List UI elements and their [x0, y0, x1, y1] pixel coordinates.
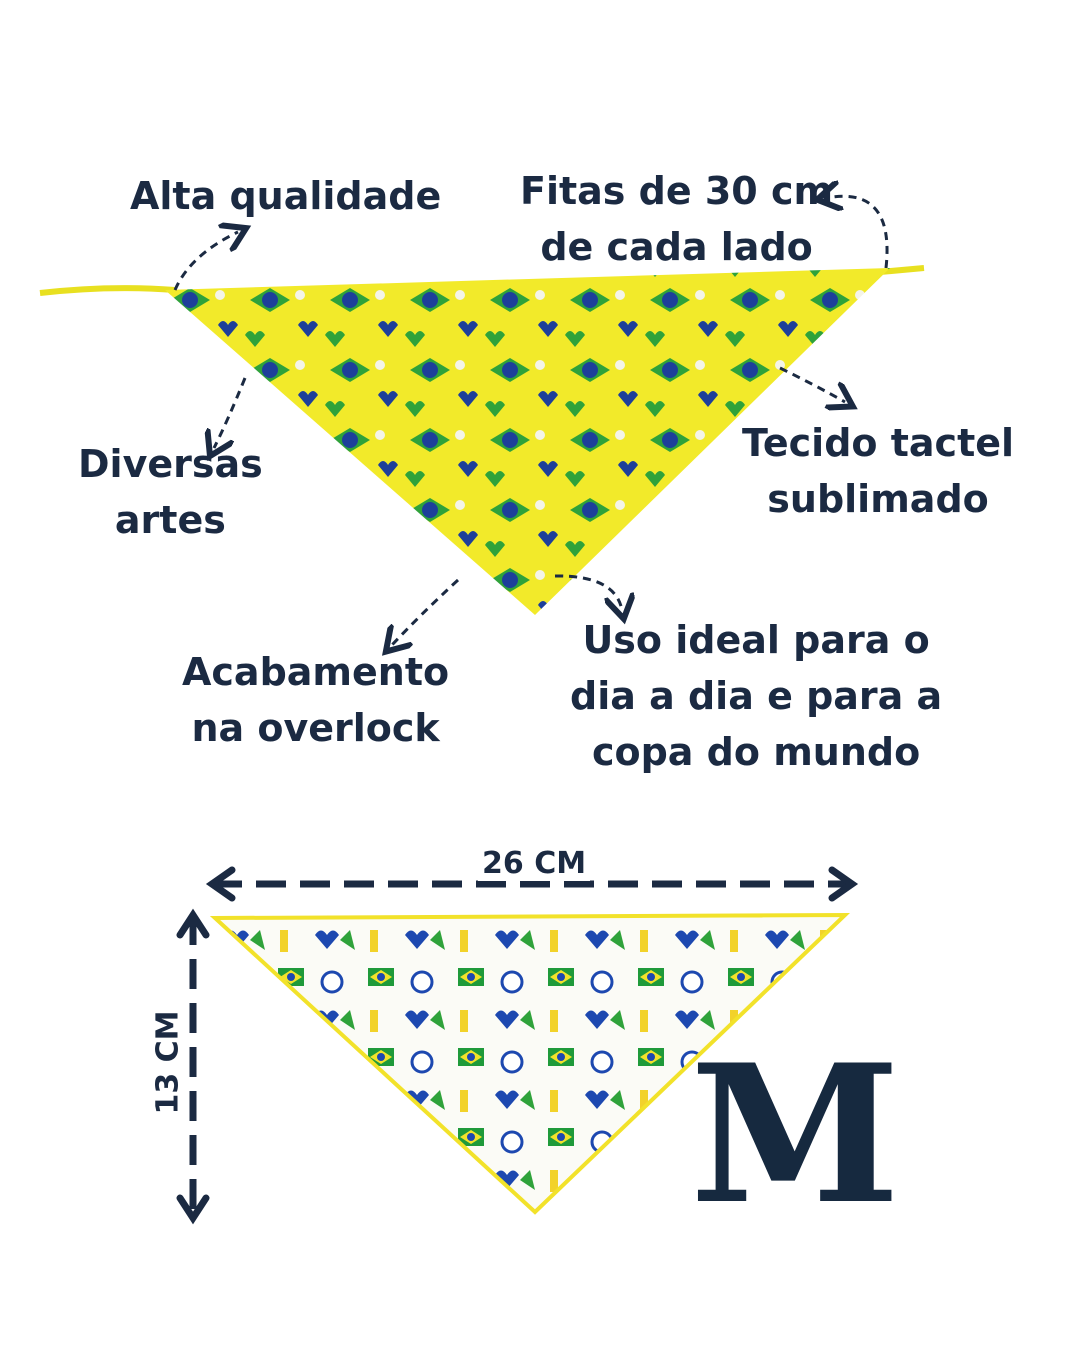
size-label: M — [690, 1023, 901, 1246]
feature-arts: Diversas artes — [78, 442, 263, 542]
bandana-world-cup — [209, 912, 851, 1215]
feature-finish: Acabamento na overlock — [182, 650, 450, 750]
strap-left — [39, 285, 176, 296]
arrow-usage — [554, 574, 622, 610]
feature-quality: Alta qualidade — [130, 174, 442, 218]
height-label: 13 CM — [150, 1006, 186, 1119]
strap-right — [879, 265, 925, 275]
arrow-straps — [826, 196, 889, 269]
bandana-brazil-flags — [165, 268, 890, 615]
arrow-finish — [392, 578, 460, 645]
feature-fabric: Tecido tactel sublimado — [742, 421, 1015, 521]
feature-usage: Uso ideal para o dia a dia e para a copa d… — [570, 618, 943, 774]
arrow-quality — [173, 232, 238, 291]
feature-straps: Fitas de 30 cm de cada lado — [520, 169, 834, 269]
width-label: 26 CM — [478, 846, 591, 881]
arrow-fabric — [779, 366, 845, 402]
arrow-arts — [214, 377, 247, 448]
